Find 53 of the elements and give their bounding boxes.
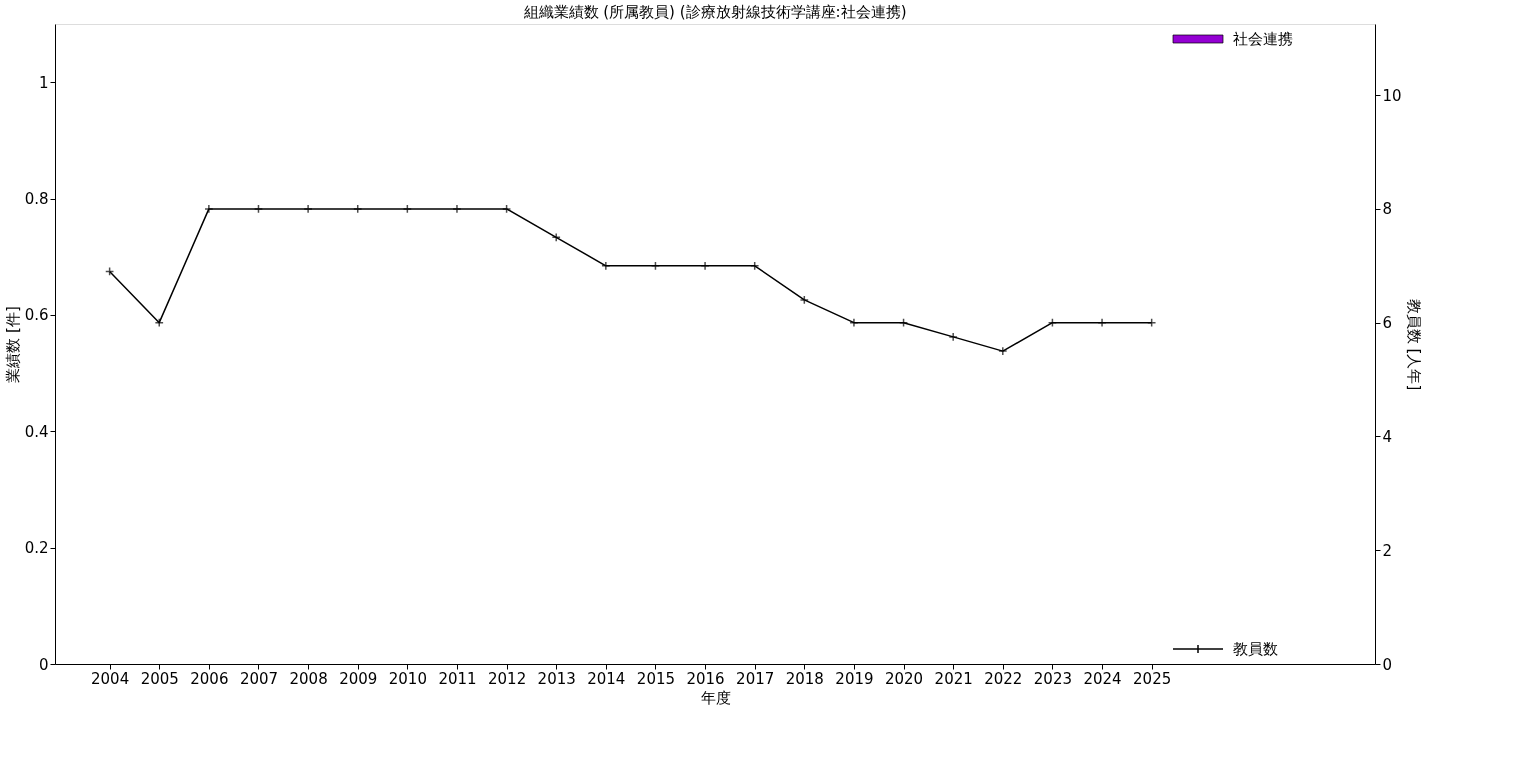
y-tick-label: 0 [38,655,49,674]
y-tick-label: 0.6 [24,306,49,325]
y2-tick-label: 0 [1382,655,1393,674]
chart-title: 組織業績数 (所属教員) (診療放射線技術学講座:社会連携) [522,3,907,21]
x-tick-label: 2021 [934,669,973,688]
x-tick-label: 2025 [1133,669,1172,688]
x-axis-title: 年度 [700,688,731,707]
x-tick-label: 2006 [190,669,229,688]
point [998,346,1008,356]
point [303,204,313,214]
point [154,318,164,328]
y-tick-label: 0.8 [24,190,49,209]
point [799,295,809,305]
y-tick-label: 0.2 [24,539,49,558]
x-tick-label: 2008 [289,669,328,688]
x-tick-label: 2011 [438,669,477,688]
x-tick-label: 2014 [587,669,626,688]
point [849,318,859,328]
y-axis-title: 業績数 [件] [3,306,22,383]
x-tick-label: 2018 [785,669,824,688]
x-tick-label: 2020 [884,669,924,688]
x-tick-label: 2005 [140,669,179,688]
x-tick-label: 2013 [537,669,576,688]
x-tick-label: 2015 [636,669,676,688]
legend-label: 教員数 [1233,640,1278,658]
y2-tick-label: 6 [1382,314,1393,333]
x-tick-label: 2024 [1083,669,1122,688]
y-tick-label: 0.4 [24,422,49,441]
x-tick-label: 2012 [488,669,527,688]
x-tick-label: 2016 [686,669,725,688]
x-tick-label: 2023 [1033,669,1073,688]
point [948,332,958,342]
x-tick-label: 2022 [984,669,1023,688]
point [601,261,611,271]
point [353,204,363,214]
y2-axis-title: 教員数 [人年] [1404,298,1423,391]
y2-tick-label: 2 [1382,541,1393,560]
point [452,204,462,214]
x-tick-label: 2009 [339,669,378,688]
y2-tick-label: 8 [1382,200,1393,219]
x-tick-label: 2019 [835,669,874,688]
x-tick-label: 2017 [736,669,775,688]
legend-label: 社会連携 [1233,30,1293,48]
x-tick-label: 2010 [388,669,427,688]
point [750,261,760,271]
x-tick-label: 2004 [91,669,130,688]
y2-tick-label: 10 [1382,86,1402,105]
y2-tick-label: 4 [1382,427,1393,446]
y-tick-label: 1 [38,73,49,92]
point [551,232,561,242]
point [204,204,214,214]
point [402,204,412,214]
x-tick-label: 2007 [239,669,279,688]
